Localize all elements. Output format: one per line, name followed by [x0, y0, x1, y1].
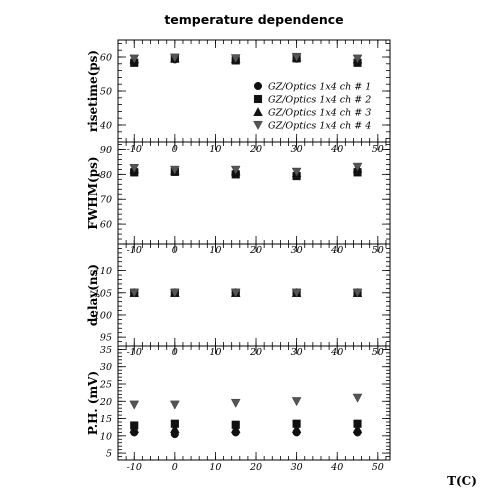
x-tick-label: 10: [209, 462, 221, 473]
data-point-s4: [352, 288, 363, 298]
x-tick-label: 20: [249, 245, 262, 256]
data-point-s4: [352, 162, 363, 172]
y-tick-label: 50: [100, 87, 112, 98]
x-tick-label: 40: [330, 144, 343, 155]
data-point-s3: [170, 423, 180, 433]
data-point-s4: [291, 288, 302, 298]
y-tick-label: 95: [100, 333, 112, 344]
x-axis-label: T(C): [447, 474, 477, 488]
x-tick-label: 40: [330, 347, 343, 358]
data-point-s4: [230, 398, 241, 408]
x-tick-label: 20: [249, 144, 262, 155]
y-tick-label: 10: [100, 431, 112, 442]
y-tick-label: 40: [99, 121, 112, 132]
data-point-s4: [170, 165, 180, 175]
data-point-s4: [291, 167, 302, 177]
x-tick-label: -10: [127, 462, 142, 473]
data-point-s3: [129, 423, 140, 433]
y-tick-label: 25: [99, 380, 112, 391]
x-tick-label: 50: [372, 462, 384, 473]
y-axis-label: FWHM(ps): [86, 156, 100, 229]
x-tick-label: 40: [330, 245, 343, 256]
y-tick-label: 100: [94, 310, 112, 321]
x-tick-label: 20: [249, 347, 262, 358]
legend-label: GZ/Optics 1x4 ch # 4: [268, 121, 371, 132]
data-point-s4: [230, 54, 241, 64]
data-point-s4: [230, 165, 241, 175]
x-tick-label: 30: [291, 462, 303, 473]
y-tick-label: 20: [99, 397, 112, 408]
legend-marker: [253, 107, 263, 117]
chart-title: temperature dependence: [164, 12, 343, 27]
data-point-s4: [129, 54, 140, 64]
x-tick-label: 40: [330, 462, 343, 473]
data-point-s3: [291, 423, 302, 433]
panel-frame: [117, 345, 391, 461]
data-point-s4: [291, 52, 302, 62]
data-point-s4: [170, 53, 180, 63]
y-tick-label: 70: [100, 195, 112, 206]
legend: GZ/Optics 1x4 ch # 1 GZ/Optics 1x4 ch # 2…: [253, 81, 371, 132]
data-point-s4: [170, 288, 180, 298]
legend-label: GZ/Optics 1x4 ch # 2: [268, 95, 371, 106]
y-tick-label: 90: [100, 145, 112, 156]
y-tick-label: 60: [100, 220, 112, 231]
y-axis-label: P.H. (mV): [86, 371, 100, 435]
y-tick-label: 5: [106, 449, 112, 460]
data-point-s4: [129, 288, 140, 298]
legend-marker: [253, 94, 263, 104]
data-point-s4: [291, 397, 302, 407]
y-axis-label: risetime(ps): [86, 50, 100, 132]
y-tick-label: 110: [94, 266, 112, 277]
panel-4: 5 10 15 20 25 30 35 -10 0 10 20 30 40 50 P.H. (mV): [86, 345, 391, 473]
data-point-s4: [129, 400, 140, 410]
y-axis-label: delay(ns): [86, 264, 100, 326]
y-tick-label: 15: [100, 414, 112, 425]
legend-label: GZ/Optics 1x4 ch # 1: [268, 82, 371, 93]
data-point-s3: [230, 423, 241, 433]
x-tick-label: 0: [172, 462, 178, 473]
data-point-s4: [129, 164, 140, 174]
data-point-s3: [352, 423, 363, 433]
data-point-s4: [230, 288, 241, 298]
y-tick-label: 80: [100, 170, 112, 181]
legend-marker: [253, 81, 263, 91]
y-tick-label: 35: [100, 345, 112, 356]
data-point-s4: [170, 400, 180, 410]
legend-marker: [253, 120, 263, 130]
panel-frame: [117, 243, 391, 347]
panels-group: 405060-1001020304050risetime(ps)60708090…: [86, 39, 391, 473]
y-tick-label: 60: [100, 53, 112, 64]
y-tick-label: 105: [94, 288, 112, 299]
data-point-s4: [352, 54, 363, 64]
data-point-s4: [352, 393, 363, 403]
y-tick-label: 30: [100, 362, 112, 373]
x-tick-label: 20: [249, 462, 262, 473]
legend-label: GZ/Optics 1x4 ch # 3: [268, 108, 371, 119]
panel-frame: [117, 141, 391, 245]
